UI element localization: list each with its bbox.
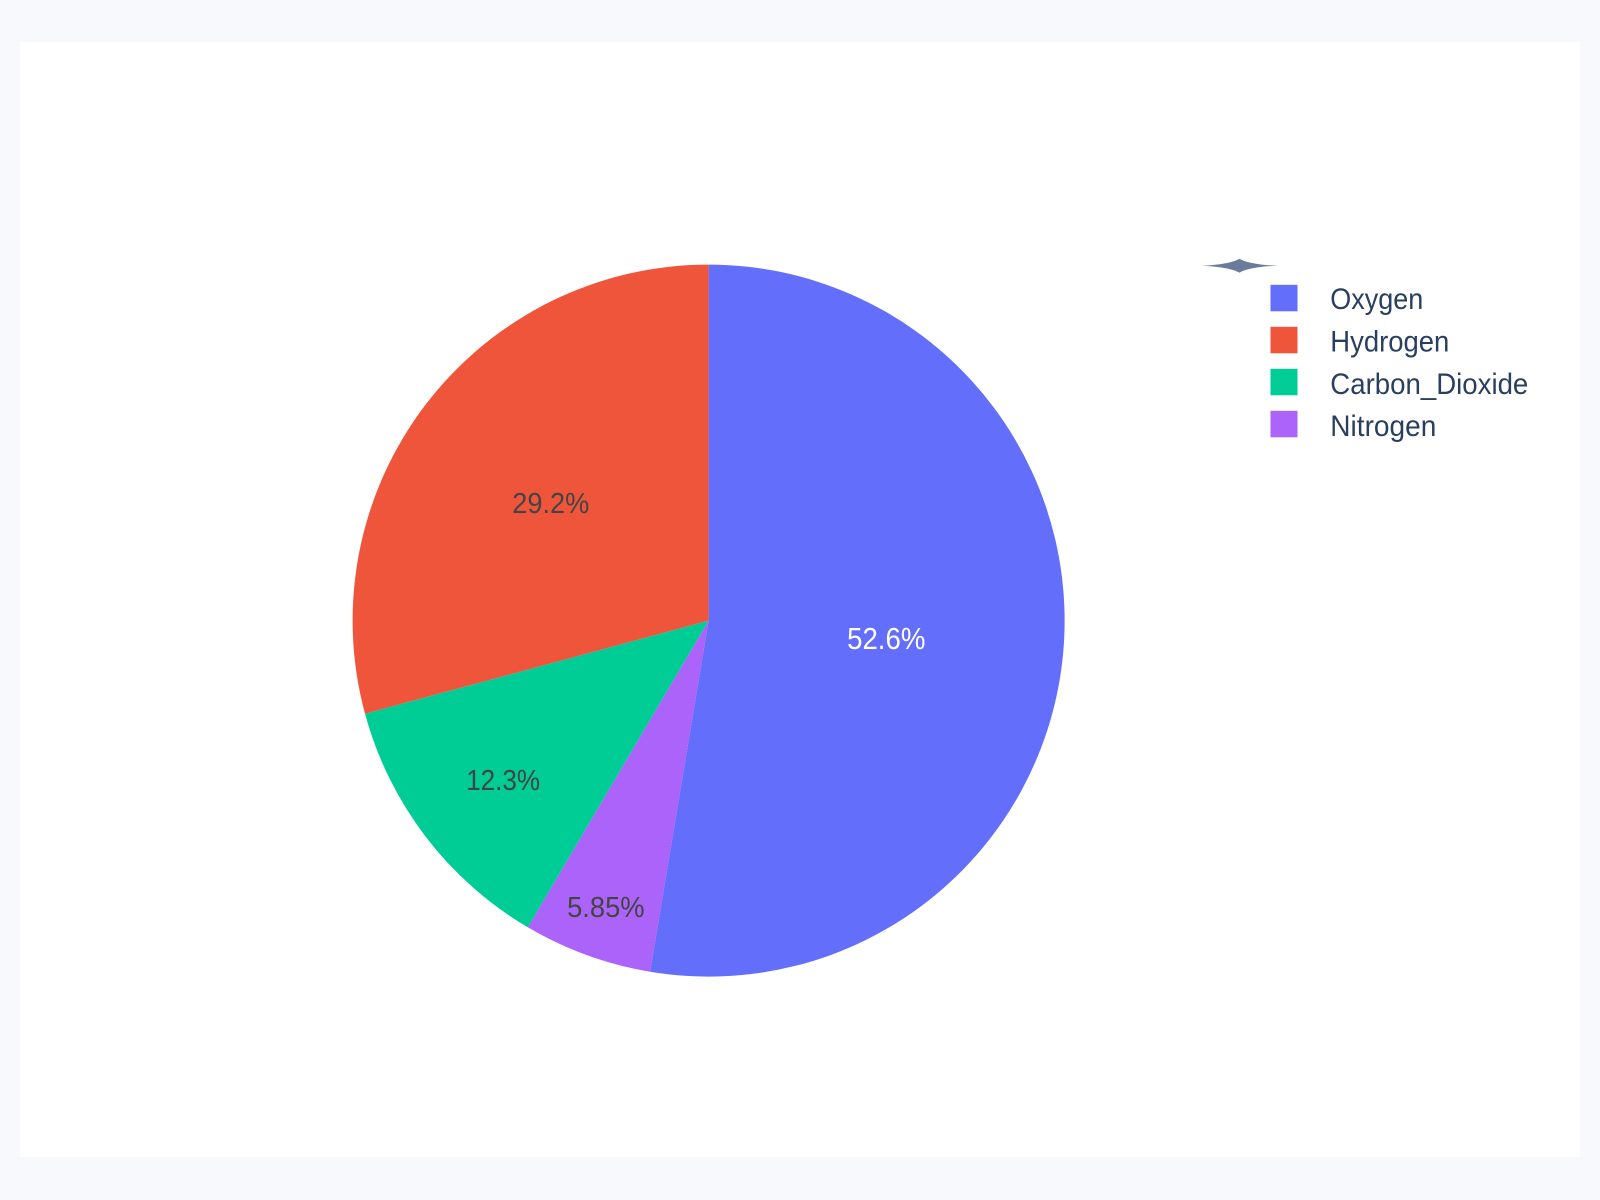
svg-text:52.6%: 52.6% xyxy=(847,621,925,656)
svg-text:Nitrogen: Nitrogen xyxy=(1330,410,1436,443)
svg-text:12.3%: 12.3% xyxy=(466,765,540,797)
svg-text:5.85%: 5.85% xyxy=(567,892,645,924)
svg-text:Hydrogen: Hydrogen xyxy=(1330,326,1449,359)
svg-text:29.2%: 29.2% xyxy=(512,488,589,520)
svg-text:Oxygen: Oxygen xyxy=(1330,283,1423,316)
svg-text:Carbon_Dioxide: Carbon_Dioxide xyxy=(1330,368,1528,401)
